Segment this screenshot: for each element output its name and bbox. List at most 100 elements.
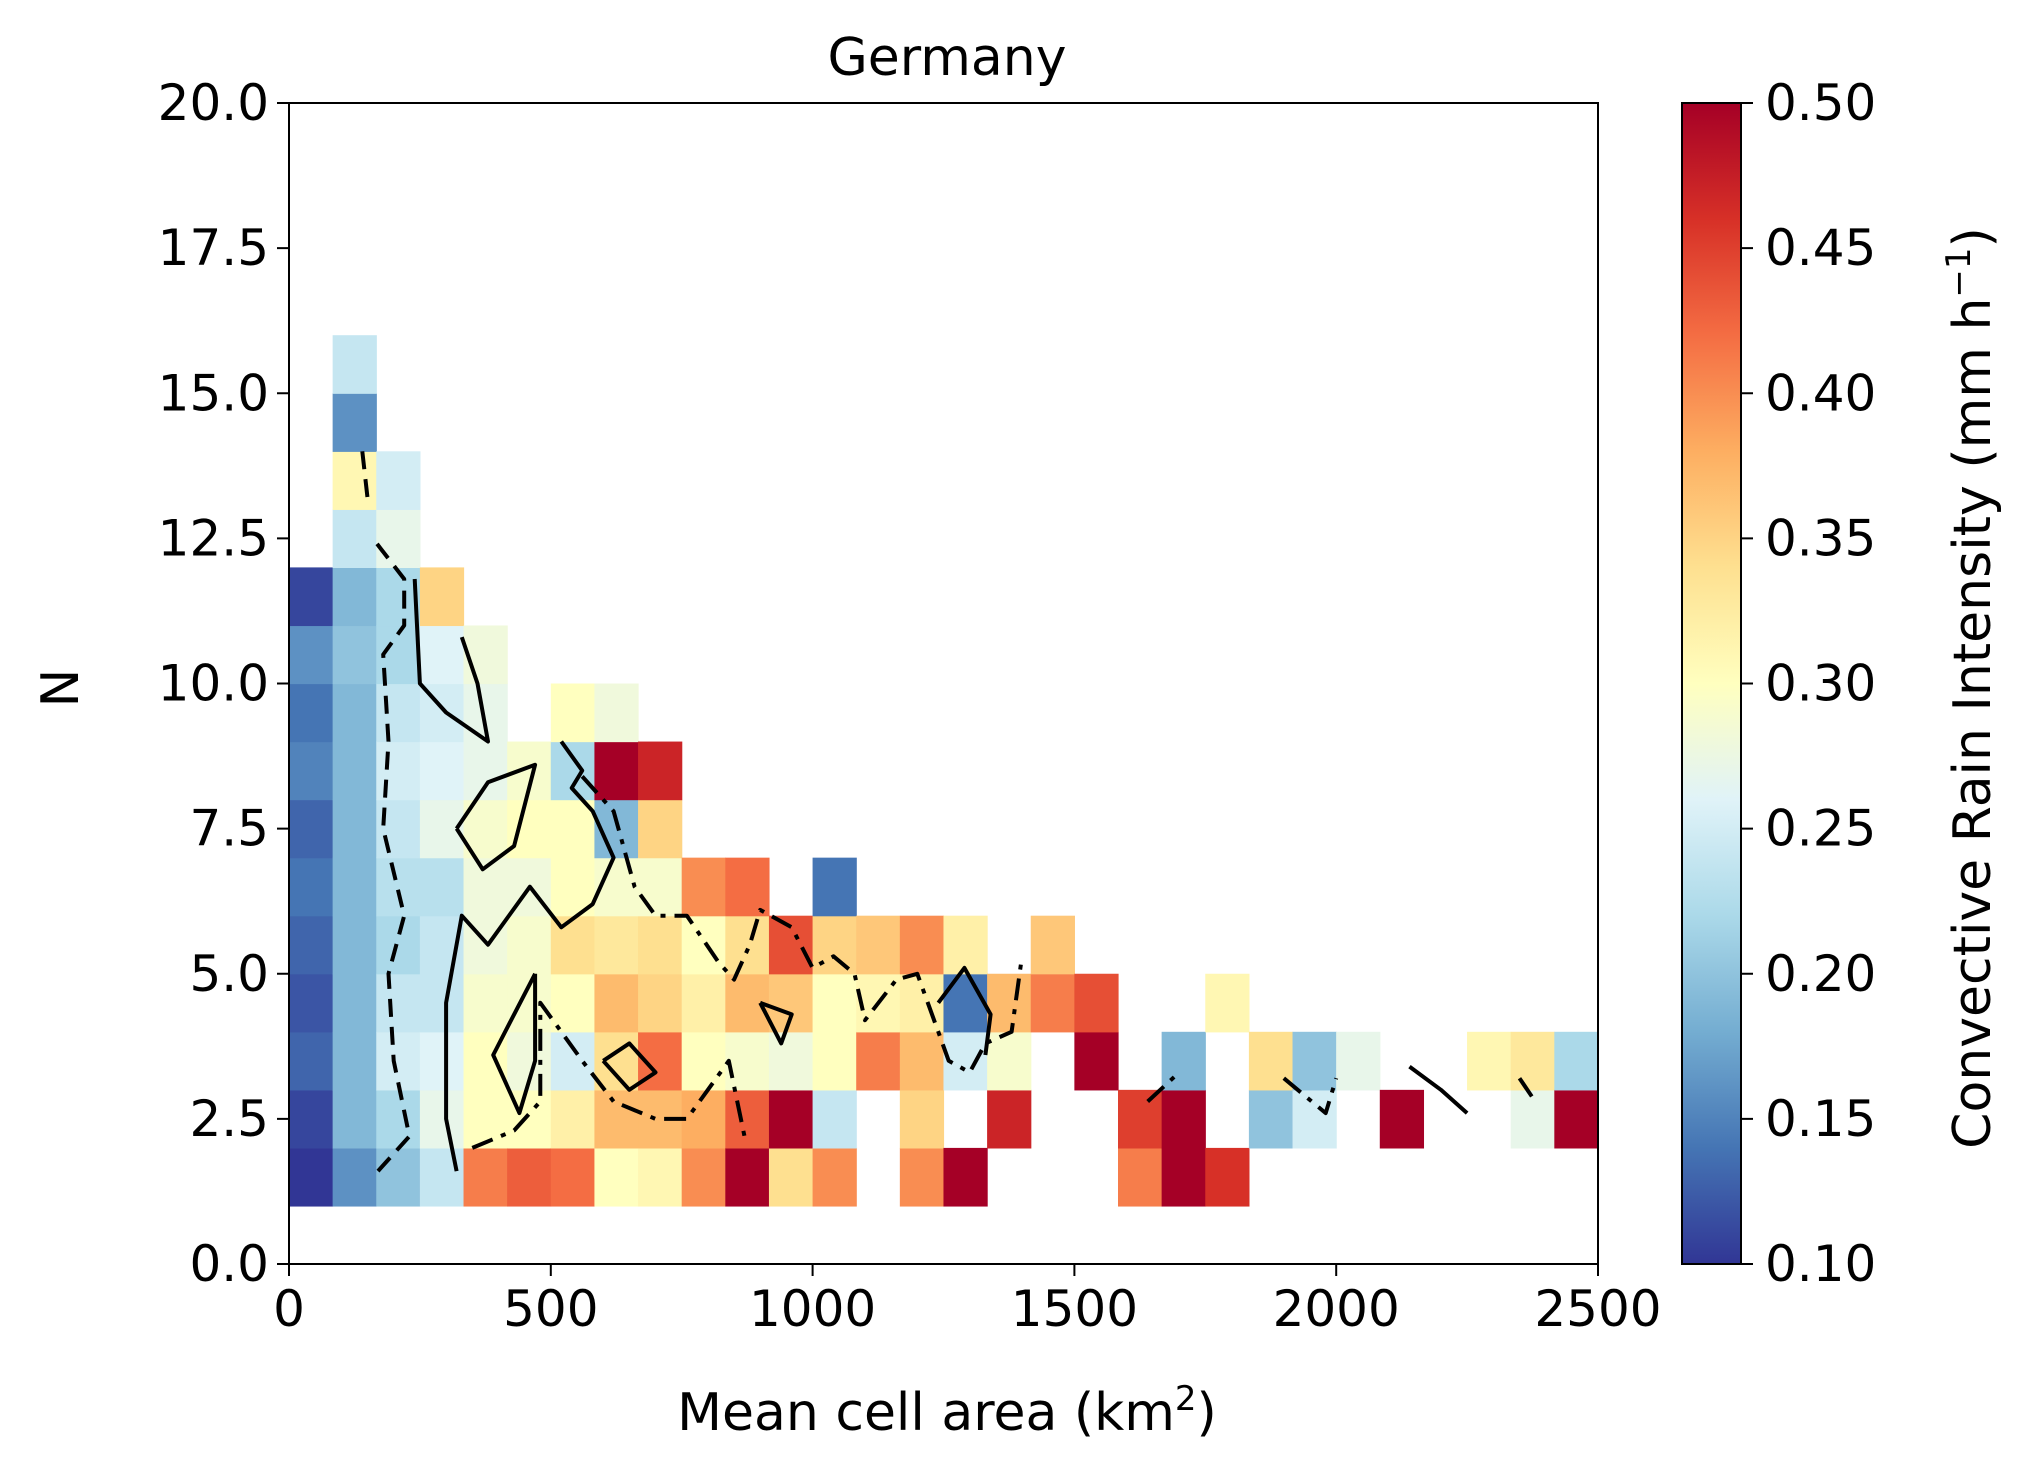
- contour-dashdot: [1282, 1076, 1339, 1116]
- heatmap-cells: [289, 335, 1599, 1207]
- x-axis-label-end: ): [1197, 1383, 1217, 1443]
- heatmap-cell: [899, 973, 945, 1033]
- heatmap-cell: [419, 857, 465, 917]
- x-tick-label: 0: [273, 1280, 305, 1338]
- heatmap-cell: [768, 1089, 814, 1149]
- heatmap-cell: [507, 799, 552, 859]
- heatmap-cell: [594, 1089, 639, 1149]
- x-tick-label: 2500: [1534, 1280, 1661, 1338]
- heatmap-cell: [725, 915, 770, 975]
- heatmap-cell: [419, 1031, 465, 1091]
- heatmap-cell: [725, 1031, 770, 1091]
- colorbar-tick-label: 0.25: [1765, 800, 1876, 858]
- heatmap-cell: [550, 1089, 596, 1149]
- contour-solid: [444, 740, 616, 1172]
- heatmap-cell: [463, 1089, 508, 1149]
- heatmap-cell: [463, 741, 508, 801]
- heatmap-cell: [376, 509, 421, 568]
- y-axis: 0.0 2.5 5.0 7.5 10.0 12.5 15.0 17.5 20.0: [158, 74, 289, 1293]
- y-tick-label: 20.0: [158, 74, 269, 132]
- contour-solid: [758, 1000, 794, 1046]
- heatmap-cell: [768, 1031, 814, 1091]
- heatmap-cell: [1248, 1089, 1294, 1149]
- heatmap-cell: [332, 857, 377, 917]
- heatmap-cell: [289, 973, 334, 1033]
- heatmap-cell: [1510, 1089, 1555, 1149]
- heatmap-cell: [594, 683, 639, 743]
- heatmap-cell: [1161, 1147, 1206, 1207]
- contour-solid: [412, 578, 490, 744]
- heatmap-cell: [812, 857, 857, 917]
- heatmap-cell: [1379, 1089, 1425, 1149]
- contour-dashdot: [580, 775, 1024, 1075]
- heatmap-cell: [768, 973, 814, 1033]
- y-tick-label: 7.5: [189, 800, 269, 858]
- heatmap-cell: [332, 393, 377, 452]
- heatmap-cell: [376, 1089, 421, 1149]
- contour-dashed: [371, 537, 412, 1173]
- heatmap-cell: [681, 915, 726, 975]
- heatmap-cell: [550, 683, 596, 743]
- heatmap-cell: [638, 1147, 683, 1207]
- colorbar-tick-label: 0.50: [1765, 74, 1876, 132]
- heatmap-cell: [1292, 1031, 1337, 1091]
- heatmap-cell: [987, 1031, 1032, 1091]
- heatmap-cell: [289, 741, 334, 801]
- heatmap-cell: [681, 1147, 726, 1207]
- y-tick-label: 12.5: [158, 509, 269, 567]
- heatmap-cell: [419, 973, 465, 1033]
- heatmap-cell: [1030, 915, 1075, 975]
- heatmap-cell: [1161, 1089, 1206, 1149]
- heatmap-cell: [594, 973, 639, 1033]
- heatmap-cell: [812, 915, 857, 975]
- x-tick-label: 1500: [1011, 1280, 1138, 1338]
- heatmap-cell: [463, 1147, 508, 1207]
- heatmap-cell: [419, 1147, 465, 1207]
- y-tick-label: 0.0: [189, 1235, 269, 1293]
- heatmap-cell: [376, 567, 421, 627]
- heatmap-cell: [289, 625, 334, 685]
- heatmap-cell: [376, 857, 421, 917]
- heatmap-cell: [1554, 1089, 1599, 1149]
- heatmap-cell: [1467, 1031, 1512, 1091]
- heatmap-cell: [681, 857, 726, 917]
- heatmap-cell: [812, 1147, 857, 1207]
- heatmap-cell: [899, 1031, 945, 1091]
- heatmap-cell: [332, 625, 377, 685]
- heatmap-cell: [768, 915, 814, 975]
- heatmap-cell: [638, 741, 683, 801]
- heatmap-cell: [594, 741, 639, 801]
- heatmap-cell: [289, 857, 334, 917]
- x-tick-label: 1000: [749, 1280, 876, 1338]
- y-tick-label: 17.5: [158, 219, 269, 277]
- x-axis: 0 500 1000 1500 2000 2500: [273, 1264, 1662, 1338]
- y-axis-label: N: [31, 669, 91, 708]
- heatmap-cell: [289, 1089, 334, 1149]
- heatmap-cell: [681, 1031, 726, 1091]
- y-tick-label: 15.0: [158, 364, 269, 422]
- contour-dashdot: [471, 1000, 747, 1150]
- heatmap-cell: [899, 1089, 945, 1149]
- contour-solid: [454, 762, 538, 872]
- heatmap-cell: [856, 915, 901, 975]
- y-tick-label: 2.5: [189, 1090, 269, 1148]
- heatmap-cell: [550, 1147, 596, 1207]
- heatmap-cell: [332, 1147, 377, 1207]
- heatmap-cell: [332, 915, 377, 975]
- y-tick-label: 10.0: [158, 655, 269, 713]
- heatmap-cell: [812, 1089, 857, 1149]
- heatmap-cell: [289, 1031, 334, 1091]
- heatmap-cell: [376, 741, 421, 801]
- heatmap-cell: [594, 1147, 639, 1207]
- heatmap-cell: [376, 451, 421, 510]
- colorbar-tick-label: 0.20: [1765, 945, 1876, 1003]
- heatmap-cell: [332, 335, 377, 394]
- heatmap-cell: [419, 567, 465, 627]
- heatmap-cell: [289, 915, 334, 975]
- heatmap-cell: [812, 1031, 857, 1091]
- heatmap-cell: [725, 1089, 770, 1149]
- heatmap-cell: [638, 915, 683, 975]
- x-axis-label-sup: 2: [1175, 1379, 1197, 1419]
- heatmap-cell: [376, 973, 421, 1033]
- heatmap-cell: [1118, 1089, 1163, 1149]
